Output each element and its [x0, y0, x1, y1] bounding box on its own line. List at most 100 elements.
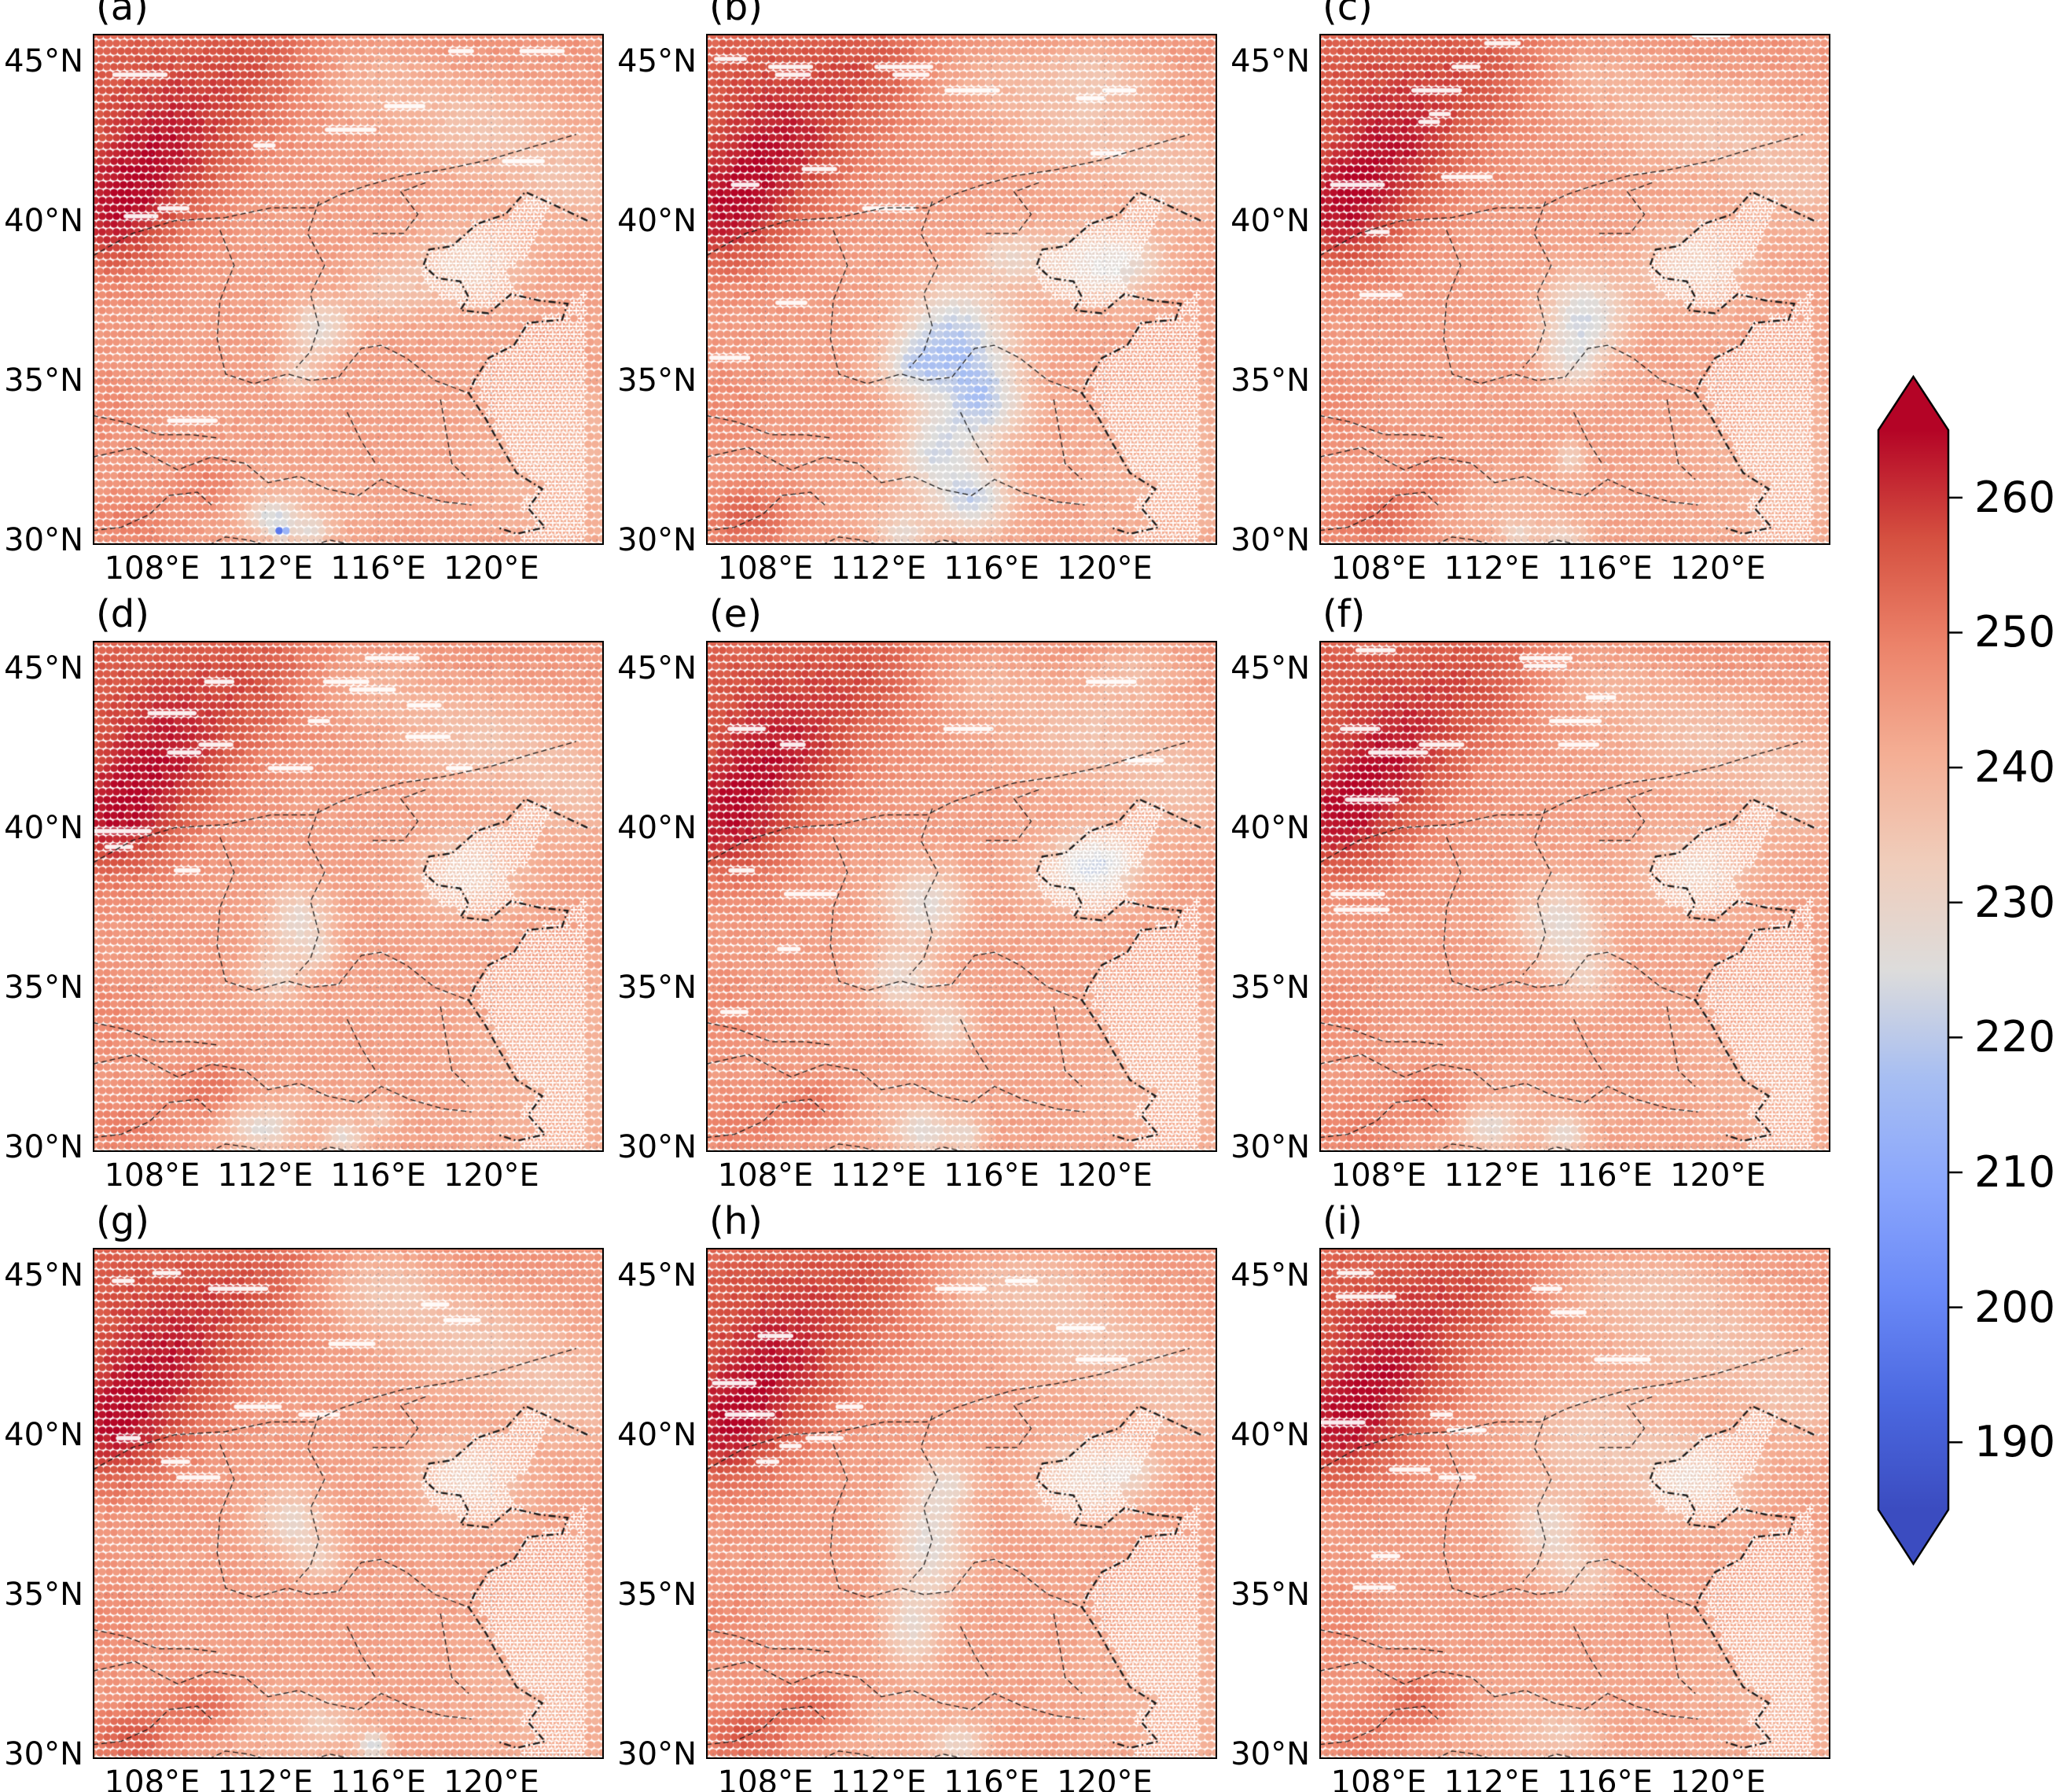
x-tick-label: 112°E [1444, 1157, 1540, 1194]
map-panel-d [93, 641, 604, 1152]
panel-title: (i) [1322, 1199, 1363, 1243]
x-tick-label: 112°E [1444, 1764, 1540, 1792]
map-panel-c [1319, 34, 1830, 545]
colorbar-tick-label: 200 [1974, 1282, 2056, 1332]
y-tick-label: 30°N [1230, 1128, 1310, 1165]
y-tick-label: 45°N [4, 1257, 83, 1293]
x-tick-label: 120°E [1057, 1764, 1153, 1792]
colorbar-tick-label: 230 [1974, 877, 2056, 927]
y-tick-label: 30°N [617, 521, 697, 558]
x-tick-label: 116°E [1557, 1157, 1653, 1194]
x-tick-label: 112°E [217, 1157, 314, 1194]
y-tick-label: 40°N [1230, 202, 1310, 239]
x-tick-label: 120°E [1670, 550, 1766, 587]
map-panel-f [1319, 641, 1830, 1152]
map-panel-i [1319, 1248, 1830, 1759]
panel-title: (g) [96, 1199, 149, 1243]
y-tick-label: 35°N [617, 969, 697, 1006]
x-tick-label: 108°E [1330, 550, 1427, 587]
y-tick-label: 45°N [1230, 649, 1310, 686]
y-tick-label: 45°N [1230, 42, 1310, 79]
y-tick-label: 40°N [617, 809, 697, 846]
panel-title: (f) [1322, 592, 1366, 636]
x-tick-label: 108°E [1330, 1764, 1427, 1792]
x-tick-label: 116°E [330, 1157, 426, 1194]
x-tick-label: 116°E [1557, 1764, 1653, 1792]
y-tick-label: 30°N [1230, 521, 1310, 558]
colorbar-tick-label: 250 [1974, 607, 2056, 657]
x-tick-label: 108°E [717, 550, 814, 587]
x-tick-label: 116°E [944, 1764, 1039, 1792]
x-tick-label: 120°E [443, 1157, 539, 1194]
x-tick-label: 116°E [1557, 550, 1653, 587]
y-tick-label: 30°N [4, 1735, 83, 1772]
colorbar-tick-label: 260 [1974, 472, 2056, 522]
y-tick-label: 45°N [617, 1257, 697, 1293]
x-tick-label: 112°E [830, 1157, 927, 1194]
x-tick-label: 120°E [1670, 1764, 1766, 1792]
y-tick-label: 35°N [1230, 362, 1310, 399]
y-tick-label: 30°N [617, 1128, 697, 1165]
x-tick-label: 112°E [1444, 550, 1540, 587]
y-tick-label: 35°N [617, 1576, 697, 1613]
y-tick-label: 45°N [4, 649, 83, 686]
y-tick-label: 45°N [4, 42, 83, 79]
y-tick-label: 35°N [617, 362, 697, 399]
x-tick-label: 120°E [1057, 550, 1153, 587]
map-panel-b [706, 34, 1217, 545]
x-tick-label: 108°E [717, 1764, 814, 1792]
colorbar-tick-label: 190 [1974, 1417, 2056, 1467]
x-tick-label: 112°E [217, 550, 314, 587]
panel-title: (c) [1322, 0, 1373, 29]
y-tick-label: 40°N [1230, 1416, 1310, 1453]
y-tick-label: 45°N [617, 42, 697, 79]
y-tick-label: 40°N [617, 202, 697, 239]
panel-title: (e) [709, 592, 762, 636]
colorbar-tick-label: 240 [1974, 742, 2056, 793]
y-tick-label: 45°N [617, 649, 697, 686]
y-tick-label: 40°N [4, 1416, 83, 1453]
y-tick-label: 30°N [1230, 1735, 1310, 1772]
y-tick-label: 35°N [4, 1576, 83, 1613]
x-tick-label: 108°E [717, 1157, 814, 1194]
colorbar-tick-label: 220 [1974, 1012, 2056, 1062]
x-tick-label: 112°E [830, 550, 927, 587]
map-panel-e [706, 641, 1217, 1152]
y-tick-label: 45°N [1230, 1257, 1310, 1293]
panel-title: (h) [709, 1199, 763, 1243]
y-tick-label: 30°N [4, 1128, 83, 1165]
y-tick-label: 40°N [1230, 809, 1310, 846]
x-tick-label: 112°E [830, 1764, 927, 1792]
x-tick-label: 108°E [104, 550, 200, 587]
x-tick-label: 112°E [217, 1764, 314, 1792]
panel-title: (a) [96, 0, 149, 29]
map-panel-h [706, 1248, 1217, 1759]
panel-title: (b) [709, 0, 763, 29]
x-tick-label: 116°E [330, 550, 426, 587]
y-tick-label: 30°N [4, 521, 83, 558]
colorbar-gradient [1877, 374, 1963, 1566]
x-tick-label: 108°E [104, 1764, 200, 1792]
y-tick-label: 35°N [1230, 969, 1310, 1006]
y-tick-label: 35°N [4, 362, 83, 399]
colorbar-tick-label: 210 [1974, 1146, 2056, 1197]
map-panel-a [93, 34, 604, 545]
x-tick-label: 120°E [443, 550, 539, 587]
y-tick-label: 40°N [4, 809, 83, 846]
x-tick-label: 116°E [330, 1764, 426, 1792]
y-tick-label: 35°N [1230, 1576, 1310, 1613]
y-tick-label: 40°N [4, 202, 83, 239]
y-tick-label: 35°N [4, 969, 83, 1006]
x-tick-label: 120°E [1057, 1157, 1153, 1194]
x-tick-label: 116°E [944, 550, 1039, 587]
x-tick-label: 120°E [443, 1764, 539, 1792]
map-panel-g [93, 1248, 604, 1759]
panel-title: (d) [96, 592, 149, 636]
y-tick-label: 40°N [617, 1416, 697, 1453]
x-tick-label: 108°E [1330, 1157, 1427, 1194]
y-tick-label: 30°N [617, 1735, 697, 1772]
x-tick-label: 108°E [104, 1157, 200, 1194]
x-tick-label: 120°E [1670, 1157, 1766, 1194]
x-tick-label: 116°E [944, 1157, 1039, 1194]
